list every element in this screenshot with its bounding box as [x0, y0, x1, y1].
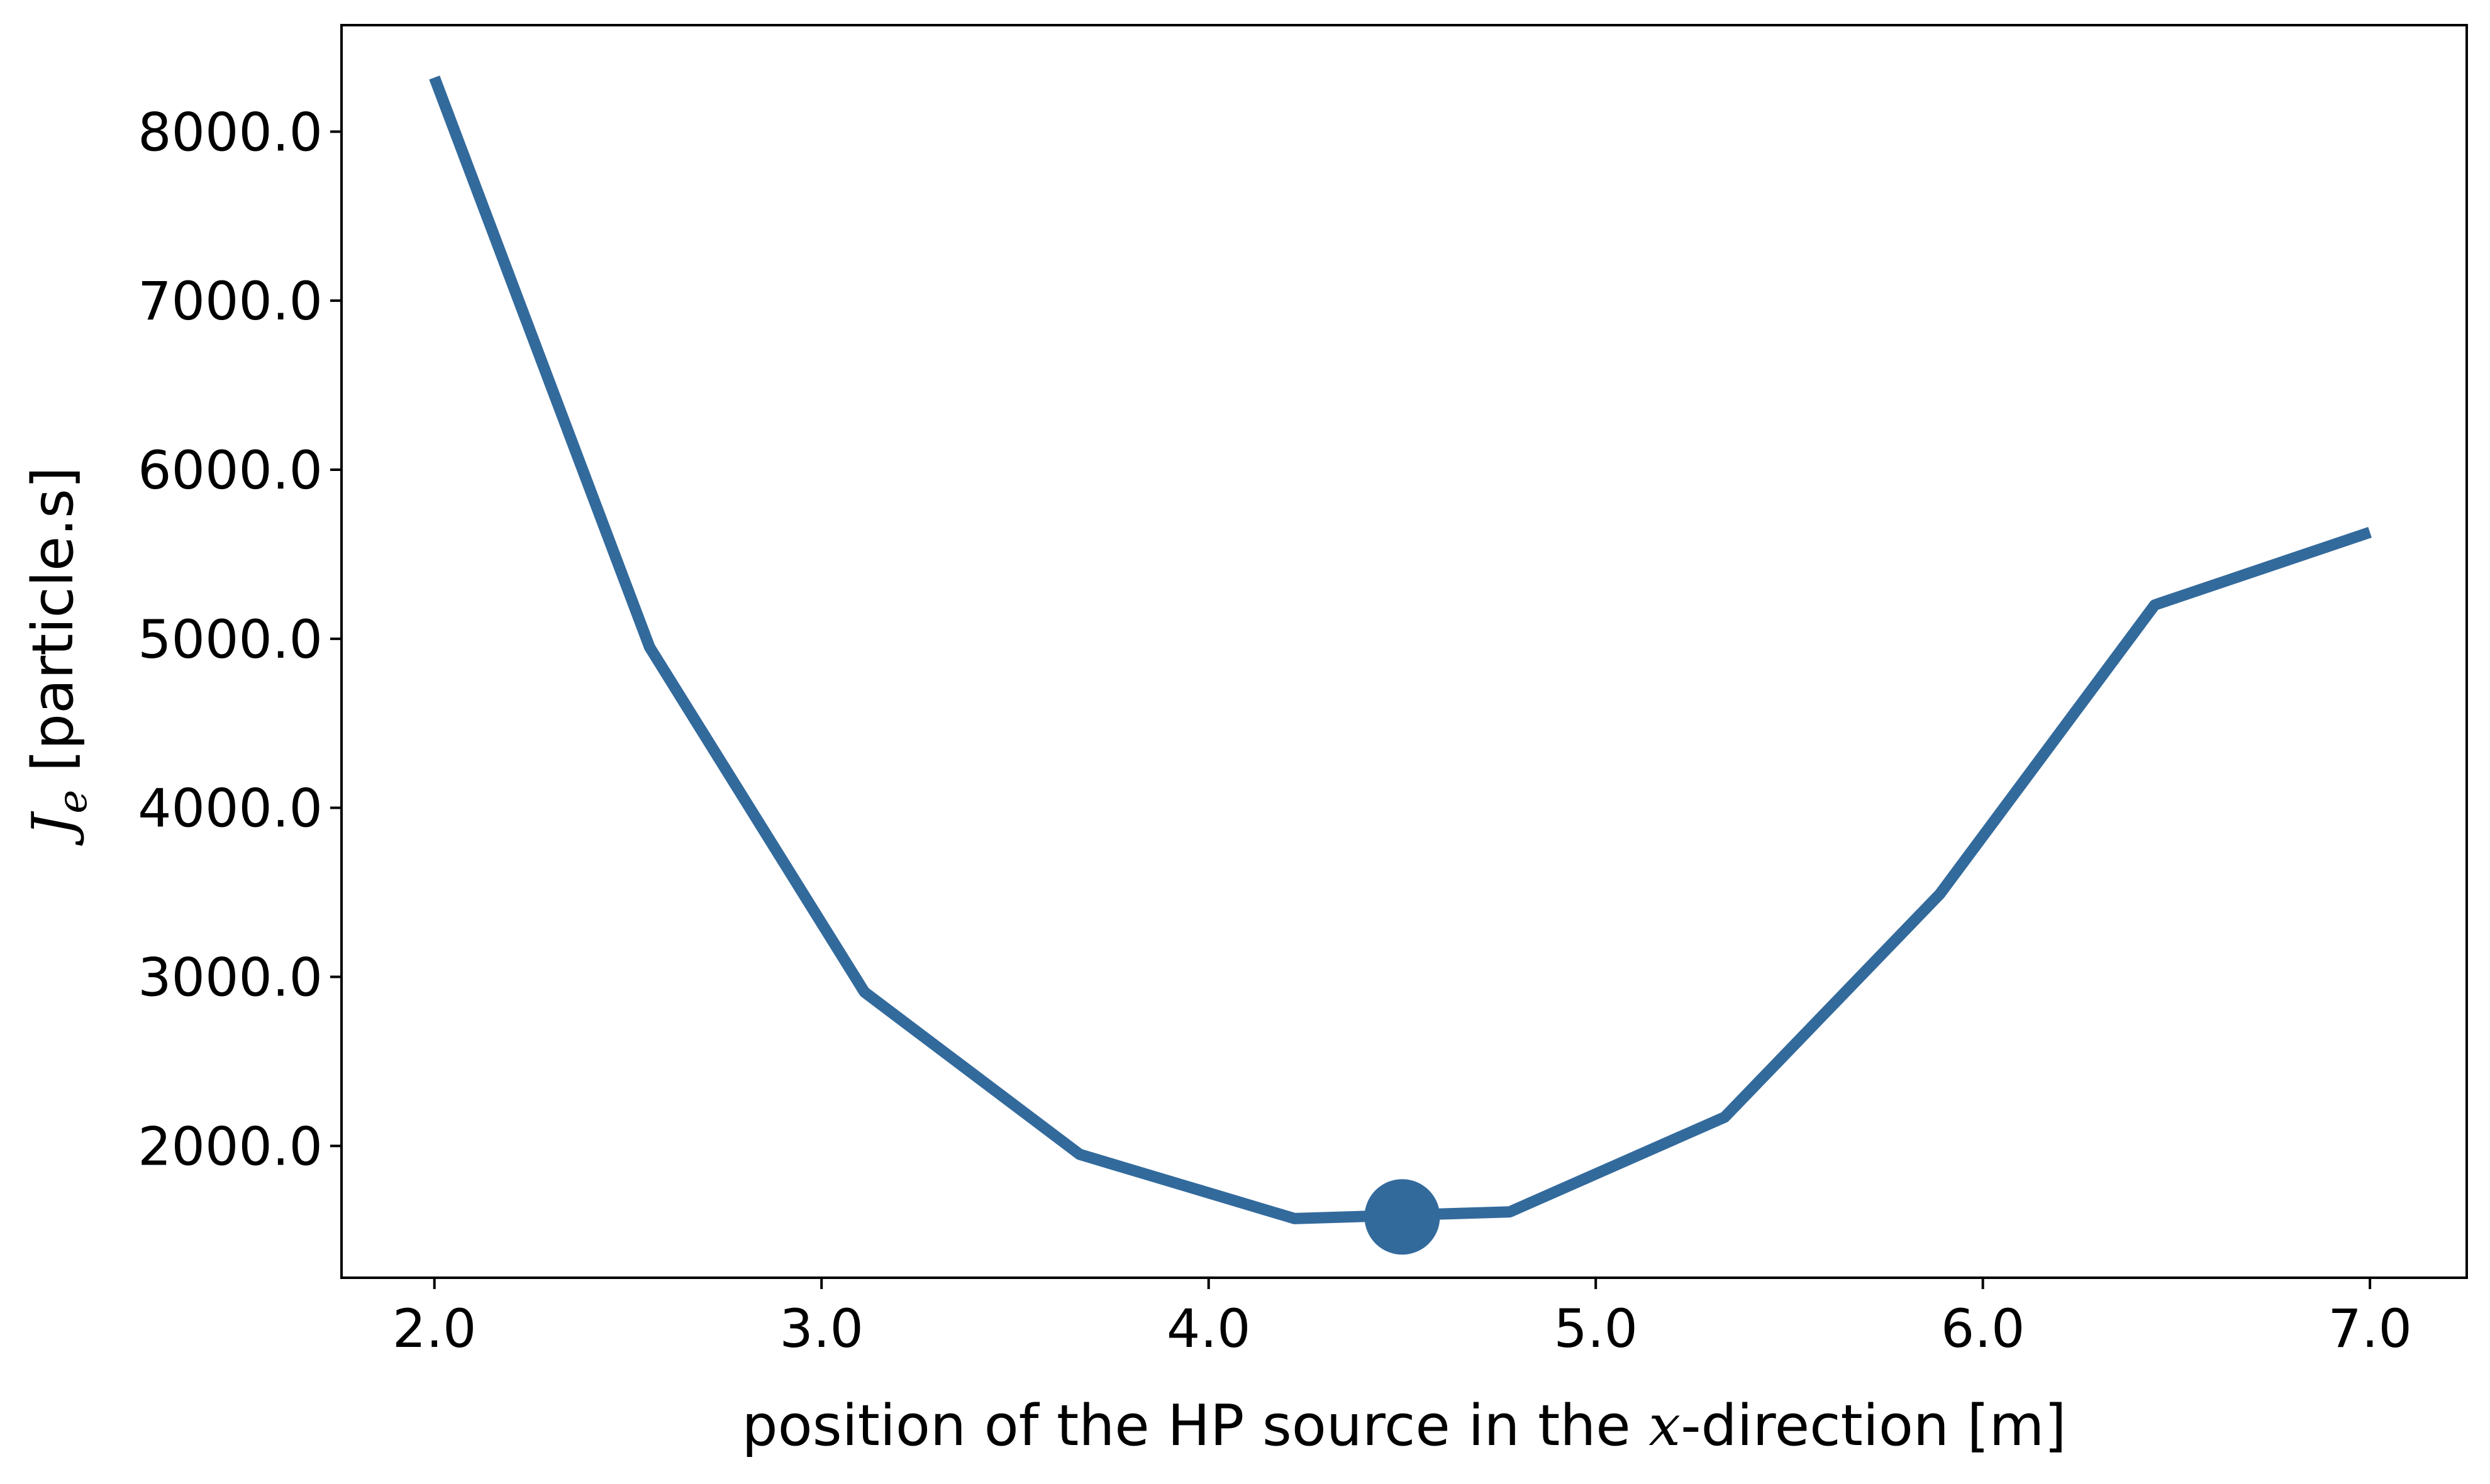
x-tick-label: 6.0	[1941, 1298, 2025, 1359]
plot-area	[429, 75, 2372, 1255]
x-tick-label: 4.0	[1167, 1298, 1251, 1359]
highlight-point	[1364, 1179, 1440, 1255]
x-axis-label-variable: x	[1648, 1393, 1681, 1459]
y-tick-label: 6000.0	[138, 440, 323, 501]
y-tick-label: 8000.0	[138, 101, 323, 163]
y-tick-label: 3000.0	[138, 946, 323, 1008]
plot-frame	[340, 24, 2468, 1279]
x-tick-label: 5.0	[1553, 1298, 1638, 1359]
x-axis: 2.0 3.0 4.0 5.0 6.0 7.0	[392, 1278, 2412, 1359]
x-axis-label-suffix: -direction [m]	[1681, 1393, 2066, 1459]
y-axis-label-suffix: [particle.s]	[20, 467, 86, 790]
y-axis-label-variable: J	[20, 811, 86, 846]
y-axis-label-subscript: e	[50, 790, 96, 814]
y-axis-label: Je [particle.s]	[20, 467, 96, 846]
x-tick-label: 3.0	[779, 1298, 864, 1359]
y-tick-label: 2000.0	[138, 1116, 323, 1177]
y-axis: 2000.0 3000.0 4000.0 5000.0 6000.0 7000.0 8000…	[138, 101, 342, 1177]
x-axis-label: position of the HP source in the x-direc…	[742, 1393, 2067, 1459]
series-line	[429, 75, 2372, 1224]
y-tick-label: 5000.0	[138, 609, 323, 670]
y-tick-label: 7000.0	[138, 270, 323, 332]
y-tick-label: 4000.0	[138, 778, 323, 839]
x-tick-label: 2.0	[392, 1298, 477, 1359]
x-tick-label: 7.0	[2328, 1298, 2412, 1359]
x-axis-label-prefix: position of the HP source in the	[742, 1393, 1649, 1459]
